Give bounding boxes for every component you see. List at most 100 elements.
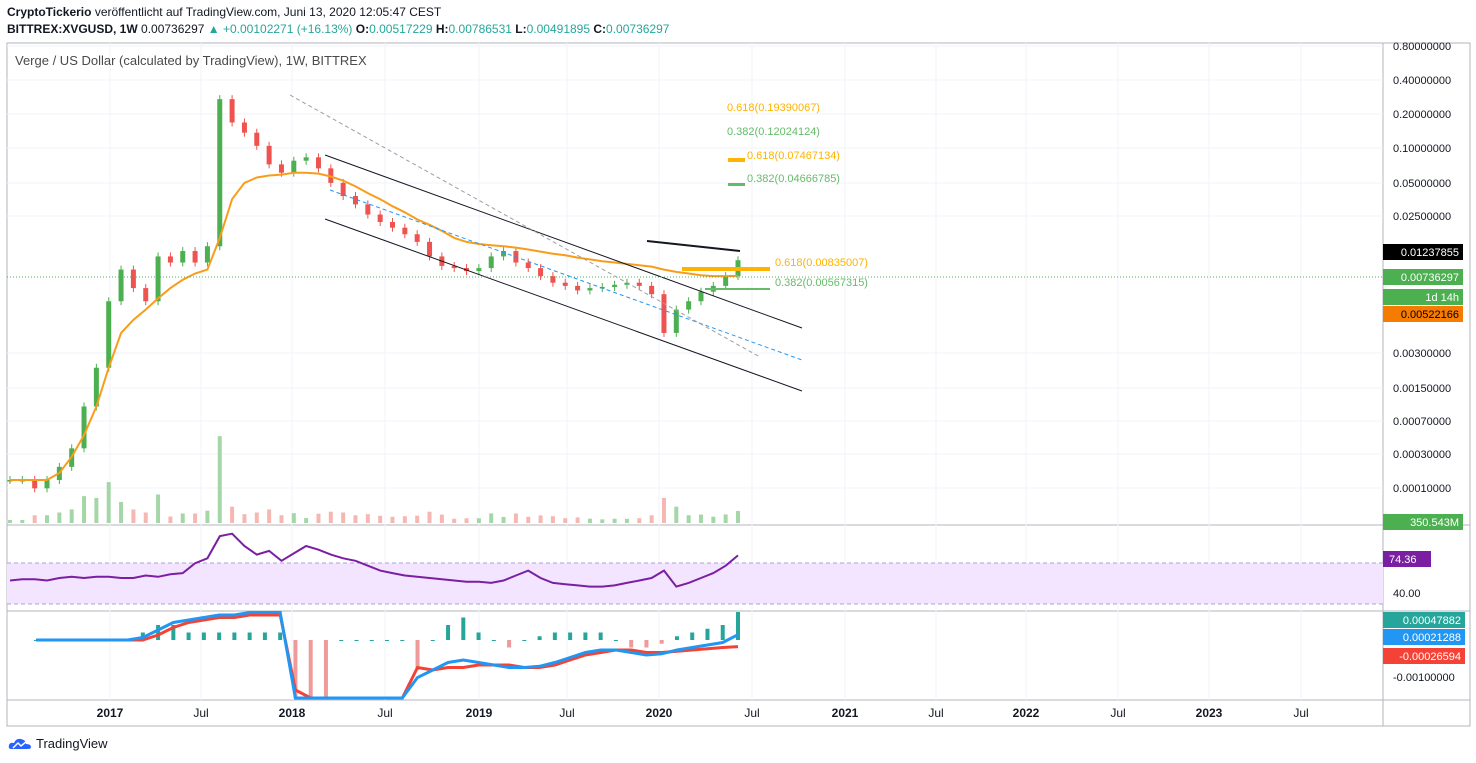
price-marker-label: 0.00522166: [1401, 309, 1459, 321]
volume-bar: [538, 515, 543, 523]
ohlc-bar: BITTREX:XVGUSD, 1W 0.00736297 ▲ +0.00102…: [7, 22, 669, 36]
candle-body: [525, 262, 531, 269]
candle-body: [587, 288, 593, 291]
rsi-line: [9, 532, 739, 588]
candle-body: [636, 282, 642, 286]
y-tick-label: 0.00150000: [1393, 383, 1451, 395]
macd-histogram-bar: [674, 636, 679, 640]
volume-bar: [390, 516, 395, 523]
fib-label: 0.618(0.19390067): [727, 102, 820, 114]
candle-body: [204, 246, 210, 263]
volume-bar: [254, 512, 259, 523]
macd-histogram-bar: [354, 640, 359, 641]
candle-body: [180, 251, 186, 263]
x-tick-label: 2021: [832, 706, 859, 720]
fib-618-bar: [728, 158, 745, 162]
macd-histogram-bar: [171, 625, 176, 640]
candle-body: [192, 251, 198, 263]
candle-body: [32, 480, 38, 489]
volume-bar: [427, 511, 432, 523]
candle-body: [538, 268, 544, 277]
macd-histogram-bar: [308, 640, 313, 698]
volume-bar: [69, 509, 74, 523]
candle-body: [451, 265, 457, 269]
x-tick-label: Jul: [744, 706, 759, 720]
symbol-label: BITTREX:XVGUSD, 1W: [7, 22, 138, 36]
macd-histogram-bar: [461, 617, 466, 640]
rsi-tick-label: 40.00: [1393, 588, 1421, 600]
macd-histogram-bar: [476, 632, 481, 640]
volume-bar: [8, 520, 12, 523]
macd-marker: [1383, 648, 1465, 664]
volume-bar: [526, 516, 531, 523]
volume-bar: [661, 497, 666, 523]
y-tick-label: 0.02500000: [1393, 211, 1451, 223]
fib-label: 0.618(0.00835007): [775, 257, 868, 269]
candle-body: [291, 160, 297, 173]
x-tick-label: 2020: [646, 706, 673, 720]
y-tick-label: 0.10000000: [1393, 143, 1451, 155]
x-tick-label: Jul: [1110, 706, 1125, 720]
volume-bar: [415, 515, 420, 523]
candle-body: [303, 157, 309, 161]
x-tick-label: Jul: [928, 706, 943, 720]
volume-bar: [168, 516, 173, 523]
tradingview-logo[interactable]: TradingView: [8, 736, 108, 751]
volume-bar: [600, 519, 605, 523]
price-marker: [1383, 514, 1463, 530]
volume-bar: [711, 516, 716, 523]
macd-line: [36, 611, 739, 700]
rsi-value-marker: [1383, 551, 1431, 567]
y-tick-label: 0.20000000: [1393, 109, 1451, 121]
trend-dashed-line: [289, 94, 761, 358]
volume-bar: [489, 513, 494, 523]
volume-bar: [612, 518, 617, 523]
candle-body: [315, 157, 321, 169]
macd-histogram-bar: [232, 632, 237, 640]
x-tick-label: Jul: [559, 706, 574, 720]
volume-bar: [304, 518, 309, 523]
volume-bar: [143, 512, 148, 523]
candle-body: [106, 301, 112, 368]
x-tick-label: Jul: [377, 706, 392, 720]
price-marker: [1383, 306, 1463, 322]
volume-bar: [106, 482, 111, 523]
macd-histogram-bar: [629, 640, 634, 648]
fib-382-bar: [705, 288, 770, 290]
fib-label: 0.382(0.00567315): [775, 277, 868, 289]
candle-body: [81, 406, 87, 449]
volume-bar: [575, 517, 580, 523]
low-value: 0.00491895: [526, 22, 591, 36]
fib-label: 0.618(0.07467134): [747, 150, 840, 162]
channel-upper-line: [324, 154, 803, 329]
macd-histogram-bar: [659, 640, 664, 644]
macd-histogram-bar: [491, 640, 496, 641]
signal-line: [36, 613, 739, 700]
macd-histogram-bar: [201, 632, 206, 640]
candle-body: [673, 309, 679, 333]
candle-body: [414, 234, 420, 242]
x-tick-label: 2023: [1196, 706, 1223, 720]
price-marker-label: 0.00736297: [1401, 272, 1459, 284]
candle-body: [488, 256, 494, 269]
candle-body: [229, 99, 235, 123]
volume-bar: [624, 518, 629, 523]
macd-histogram-bar: [217, 632, 222, 640]
fib-618-bar: [682, 267, 770, 271]
macd-histogram-bar: [156, 625, 161, 640]
volume-bar: [476, 518, 481, 523]
macd-marker-label: 0.00021288: [1403, 632, 1461, 644]
macd-histogram-bar: [323, 640, 328, 698]
volume-bar: [94, 497, 99, 523]
open-value: 0.00517229: [369, 22, 433, 36]
volume-bar: [205, 510, 210, 523]
candle-body: [44, 480, 50, 489]
volume-bar: [131, 509, 136, 523]
volume-bar: [736, 510, 740, 523]
y-tick-label: 0.00030000: [1393, 449, 1451, 461]
macd-histogram-bar: [720, 625, 725, 640]
tradingview-cloud-icon: [8, 738, 31, 749]
volume-bar: [119, 501, 124, 523]
macd-histogram-bar: [644, 640, 649, 648]
